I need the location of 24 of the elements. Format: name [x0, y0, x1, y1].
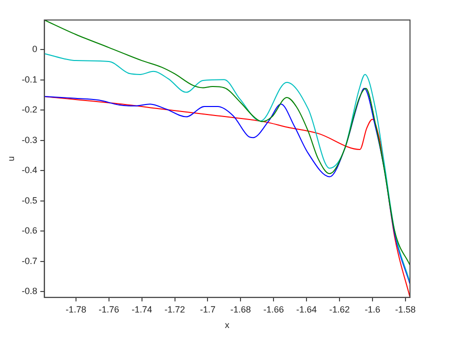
y-tick-label: -0.8 — [22, 286, 38, 296]
y-tick-label: 0 — [32, 44, 38, 54]
y-tick-label: -0.6 — [22, 226, 38, 236]
x-tick-label: -1.68 — [230, 304, 251, 314]
line-series — [44, 20, 410, 266]
line-series — [44, 53, 410, 283]
x-tick-label: -1.6 — [364, 304, 380, 314]
y-axis-title: u — [6, 156, 16, 162]
x-tick-label: -1.62 — [329, 304, 350, 314]
x-tick-label: -1.78 — [66, 304, 86, 314]
x-tick-label: -1.74 — [132, 304, 152, 314]
x-tick-label: -1.66 — [263, 304, 284, 314]
x-tick-label: -1.72 — [164, 304, 186, 314]
x-tick-label: -1.76 — [98, 304, 120, 314]
x-tick-label: -1.64 — [296, 304, 317, 314]
x-tick-label: -1.7 — [200, 304, 216, 314]
x-axis-title: x — [224, 320, 230, 330]
y-tick-label: -0.2 — [22, 104, 38, 115]
y-tick-label: -0.5 — [22, 195, 38, 206]
y-tick-label: -0.4 — [22, 165, 38, 176]
y-tick-label: -0.1 — [22, 74, 38, 84]
x-tick-label: -1.58 — [395, 304, 416, 314]
y-tick-label: -0.7 — [22, 256, 38, 266]
y-tick-label: -0.3 — [22, 134, 38, 145]
